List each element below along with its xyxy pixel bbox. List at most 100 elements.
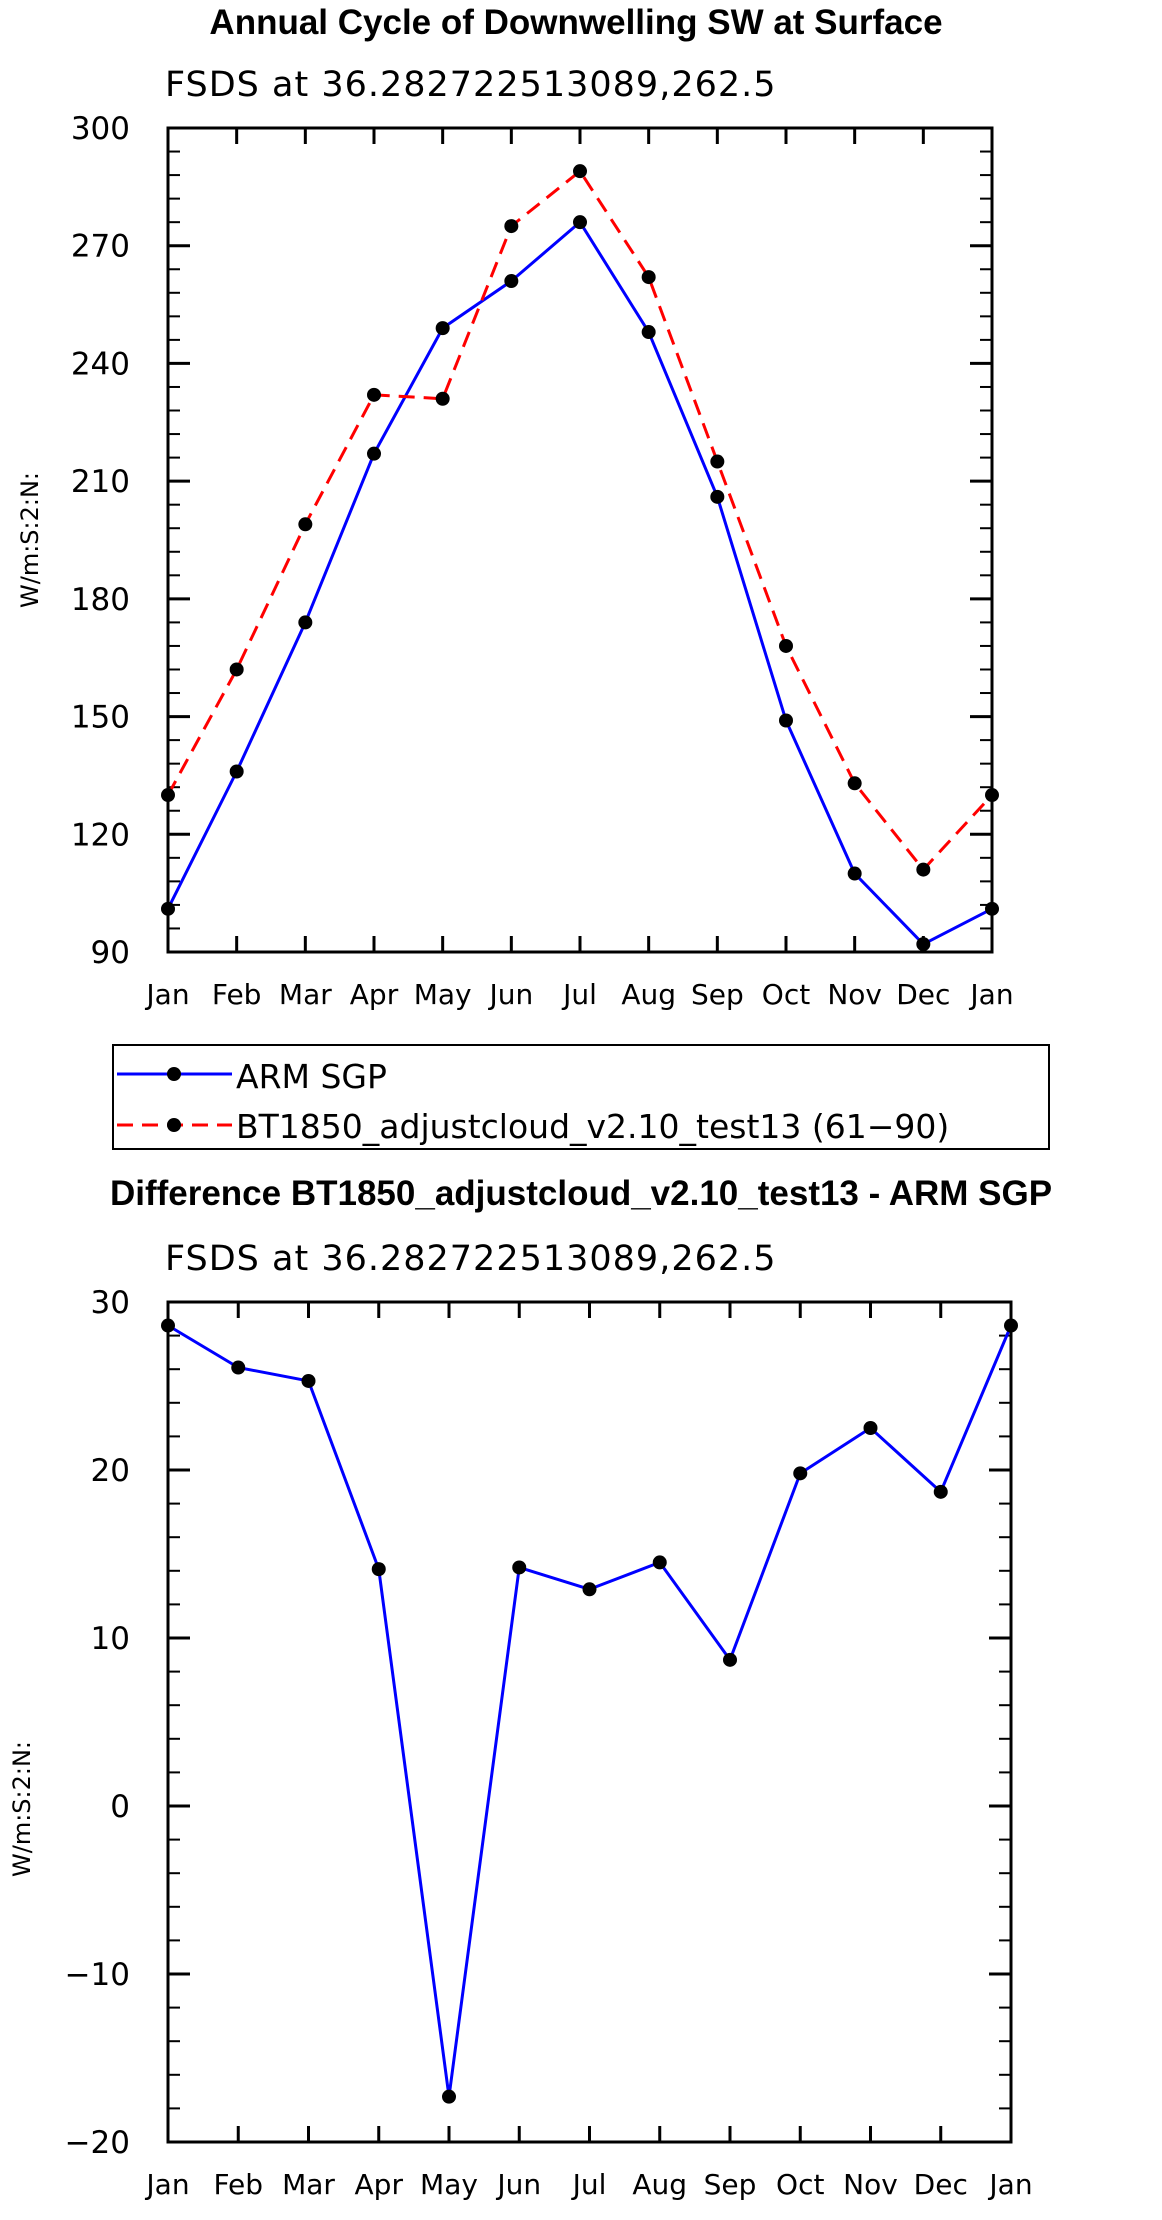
data-point-series-0 — [723, 1652, 737, 1667]
y-tick-label: 240 — [71, 346, 130, 382]
x-tick-label: Jan — [144, 978, 189, 1011]
chart-subtitle: FSDS at 36.282722513089,262.5 — [165, 1239, 777, 1279]
legend-marker-arm-sgp — [167, 1067, 181, 1081]
axis-ticks: Jan Feb Mar Apr May Jun Jul Aug Sep Oct Nov Dec Jan−… — [65, 1285, 1033, 2201]
x-tick-label: Oct — [776, 2168, 824, 2201]
y-tick-label: 30 — [91, 1285, 130, 1321]
x-tick-label: Nov — [843, 2168, 898, 2201]
plot-frame — [166, 1300, 1013, 2144]
data-point-series-1 — [710, 454, 725, 469]
data-point-series-0 — [512, 1560, 527, 1575]
series-line-0 — [166, 220, 993, 946]
data-point-series-0 — [229, 764, 244, 779]
legend-label-arm-sgp: ARM SGP — [236, 1057, 387, 1096]
x-tick-label: Mar — [279, 978, 332, 1011]
difference-chart: Difference BT1850_adjustcloud_v2.10_test… — [8, 1174, 1052, 2201]
data-point-series-1 — [847, 776, 862, 791]
data-point-series-0 — [582, 1582, 597, 1597]
y-tick-label: 90 — [91, 935, 130, 971]
data-point-series-0 — [779, 713, 793, 728]
data-point-series-1 — [435, 391, 450, 406]
data-point-series-1 — [504, 219, 519, 234]
data-point-series-0 — [641, 325, 656, 340]
data-point-series-0 — [573, 215, 587, 230]
y-tick-label: −10 — [65, 1957, 130, 1993]
data-point-series-0 — [371, 1562, 386, 1577]
data-point-series-0 — [161, 1318, 175, 1333]
x-tick-label: Feb — [213, 2168, 263, 2201]
x-tick-label: Dec — [896, 978, 950, 1011]
chart-title: Annual Cycle of Downwelling SW at Surfac… — [209, 3, 942, 42]
data-point-series-1 — [985, 788, 999, 803]
series-group — [161, 164, 999, 952]
data-point-series-0 — [504, 274, 519, 289]
data-point-series-0 — [161, 901, 175, 916]
x-tick-label: Sep — [691, 978, 744, 1011]
y-axis-label: W/m:S:2:N: — [8, 1741, 36, 1877]
data-point-series-1 — [229, 662, 244, 677]
data-point-series-0 — [916, 937, 931, 952]
x-tick-label: Jul — [571, 2168, 607, 2201]
x-tick-label: Mar — [282, 2168, 335, 2201]
y-tick-label: 180 — [71, 582, 130, 618]
x-tick-label: May — [420, 2168, 478, 2201]
legend-marker-model — [167, 1118, 181, 1132]
y-tick-label: 270 — [71, 229, 130, 265]
x-tick-label: Dec — [914, 2168, 968, 2201]
data-point-series-1 — [916, 862, 931, 877]
chart-subtitle: FSDS at 36.282722513089,262.5 — [165, 65, 777, 105]
legend-label-model: BT1850_adjustcloud_v2.10_test13 (61−90) — [236, 1107, 949, 1146]
annual-cycle-chart: Annual Cycle of Downwelling SW at Surfac… — [16, 3, 1014, 1011]
x-tick-label: May — [414, 978, 472, 1011]
data-point-series-0 — [847, 866, 862, 881]
data-point-series-0 — [435, 321, 450, 336]
legend: ARM SGP BT1850_adjustcloud_v2.10_test13 … — [112, 1044, 1050, 1150]
plot-frame — [166, 126, 994, 954]
y-tick-label: 20 — [91, 1453, 130, 1489]
data-point-series-0 — [1004, 1318, 1018, 1333]
x-tick-label: Apr — [355, 2168, 404, 2201]
data-point-series-0 — [301, 1373, 316, 1388]
y-tick-label: 210 — [71, 464, 130, 500]
y-tick-label: 0 — [110, 1789, 130, 1825]
data-point-series-1 — [367, 387, 381, 402]
y-tick-label: 10 — [91, 1621, 130, 1657]
data-point-series-0 — [367, 446, 381, 461]
data-point-series-1 — [641, 270, 656, 285]
x-tick-label: Jul — [561, 978, 597, 1011]
data-point-series-1 — [779, 638, 793, 653]
data-point-series-1 — [298, 517, 313, 532]
y-tick-label: 300 — [71, 111, 130, 147]
data-point-series-0 — [710, 489, 725, 504]
x-tick-label: Jan — [987, 2168, 1032, 2201]
axis-ticks: Jan Feb Mar Apr May Jun Jul Aug Sep Oct Nov Dec Jan 9… — [71, 111, 1014, 1011]
data-point-series-0 — [231, 1360, 246, 1375]
data-point-series-0 — [298, 615, 313, 630]
data-point-series-0 — [442, 2089, 456, 2104]
data-point-series-0 — [933, 1484, 948, 1499]
series-group — [161, 1318, 1018, 2104]
y-axis-label: W/m:S:2:N: — [16, 472, 44, 608]
data-point-series-0 — [985, 901, 999, 916]
x-tick-label: Sep — [704, 2168, 757, 2201]
x-tick-label: Aug — [632, 2168, 687, 2201]
data-point-series-1 — [573, 164, 587, 179]
series-line-0 — [167, 1324, 1013, 2099]
y-tick-label: 120 — [71, 817, 130, 853]
legend-box — [112, 1044, 1050, 1150]
chart-title: Difference BT1850_adjustcloud_v2.10_test… — [110, 1174, 1052, 1213]
data-point-series-0 — [652, 1555, 667, 1570]
data-point-series-1 — [161, 788, 175, 803]
x-tick-label: Apr — [350, 978, 399, 1011]
x-tick-label: Oct — [762, 978, 810, 1011]
x-tick-label: Jun — [487, 978, 533, 1011]
y-tick-label: 150 — [71, 700, 130, 736]
x-tick-label: Jan — [968, 978, 1013, 1011]
x-tick-label: Jan — [144, 2168, 189, 2201]
x-tick-label: Feb — [212, 978, 262, 1011]
data-point-series-0 — [793, 1466, 808, 1481]
x-tick-label: Aug — [621, 978, 676, 1011]
series-line-1 — [166, 169, 994, 872]
x-tick-label: Nov — [827, 978, 882, 1011]
